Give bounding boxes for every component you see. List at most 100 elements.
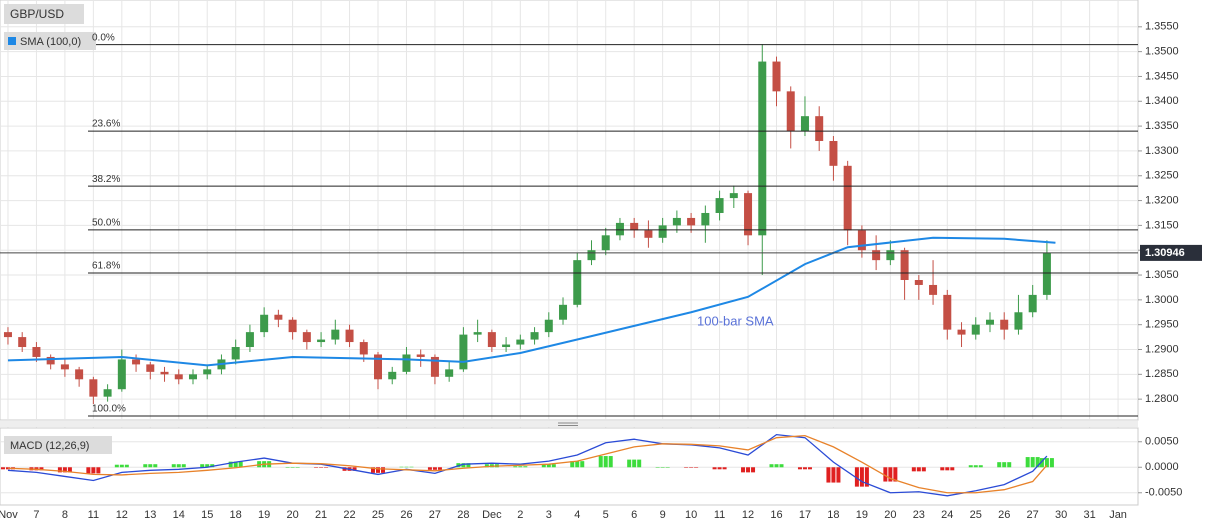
- fib-label: 23.6%: [92, 119, 120, 130]
- candle-body: [18, 337, 27, 348]
- panel-divider: [0, 421, 1138, 427]
- macd-histogram-bar: [694, 467, 699, 468]
- candle-body: [943, 294, 952, 330]
- candle-body: [559, 304, 568, 320]
- macd-histogram-bar: [888, 467, 893, 482]
- x-tick-label: 2: [517, 509, 523, 521]
- macd-histogram-bar: [746, 467, 751, 473]
- candle-body: [174, 374, 183, 380]
- candle-body: [430, 356, 439, 377]
- x-tick-label: 14: [173, 509, 185, 521]
- last-price-label: 1.30946: [1145, 247, 1185, 259]
- y-tick-label: 1.3000: [1145, 294, 1179, 306]
- macd-histogram-bar: [67, 467, 72, 473]
- x-tick-label: 6: [631, 509, 637, 521]
- macd-histogram-bar: [57, 467, 62, 473]
- candle-body: [815, 116, 824, 141]
- x-tick-label: 7: [33, 509, 39, 521]
- candle-body: [857, 230, 866, 251]
- candle-body: [886, 250, 895, 261]
- macd-histogram-bar: [432, 467, 437, 470]
- macd-histogram-bar: [399, 466, 404, 468]
- x-tick-label: 23: [913, 509, 925, 521]
- macd-histogram-bar: [570, 461, 575, 468]
- macd-histogram-bar: [864, 467, 869, 487]
- macd-histogram-bar: [39, 467, 44, 471]
- fib-label: 0.0%: [92, 32, 115, 43]
- macd-histogram-bar: [1035, 457, 1040, 468]
- candle-body: [800, 116, 809, 132]
- x-tick-label: 26: [998, 509, 1010, 521]
- candle-body: [1000, 319, 1009, 330]
- legend-swatch: [8, 37, 16, 45]
- x-tick-label: 11: [88, 509, 99, 521]
- macd-histogram-bar: [324, 467, 329, 468]
- macd-histogram-bar: [945, 467, 950, 471]
- candle-body: [729, 193, 738, 199]
- candle-body: [32, 347, 41, 357]
- x-tick-label: 11: [714, 509, 725, 521]
- candle-body: [317, 339, 326, 343]
- macd-histogram-bar: [124, 464, 129, 468]
- candle-body: [929, 284, 938, 295]
- macd-histogram-bar: [826, 467, 831, 483]
- macd-histogram-bar: [1049, 458, 1054, 468]
- macd-histogram-bar: [1030, 457, 1035, 468]
- macd-histogram-bar: [689, 467, 694, 468]
- macd-histogram-bar: [797, 467, 802, 470]
- macd-histogram-bar: [940, 467, 945, 471]
- candle-body: [1042, 252, 1051, 295]
- y-tick-label: 1.3450: [1145, 70, 1179, 82]
- x-tick-label: 18: [230, 509, 242, 521]
- macd-histogram-bar: [484, 464, 489, 468]
- macd-histogram-bar: [859, 467, 864, 487]
- fib-label: 61.8%: [92, 261, 120, 272]
- candle-body: [872, 250, 881, 261]
- macd-histogram-bar: [893, 467, 898, 482]
- macd-histogram-bar: [523, 466, 528, 468]
- macd-histogram-bar: [1025, 457, 1030, 468]
- candle-body: [687, 217, 696, 226]
- macd-histogram-bar: [627, 459, 632, 468]
- candle-body: [203, 369, 212, 375]
- candle-body: [544, 319, 553, 333]
- fib-label: 50.0%: [92, 217, 120, 228]
- candle-body: [786, 91, 795, 132]
- x-tick-label: 12: [742, 509, 754, 521]
- candle-body: [573, 260, 582, 305]
- candle-body: [758, 61, 767, 236]
- macd-histogram-bar: [314, 467, 319, 468]
- candle-body: [914, 280, 923, 285]
- x-tick-label: Jan: [1109, 509, 1127, 521]
- x-tick-label: 26: [400, 509, 412, 521]
- macd-histogram-bar: [1044, 458, 1049, 468]
- macd-histogram-bar: [831, 467, 836, 483]
- candle-body: [744, 193, 753, 236]
- sma-annotation: 100-bar SMA: [697, 313, 774, 328]
- candle-body: [843, 165, 852, 231]
- macd-histogram-bar: [807, 467, 812, 470]
- macd-histogram-bar: [352, 467, 357, 471]
- macd-title: MACD (12,26,9): [10, 440, 89, 452]
- macd-histogram-bar: [91, 467, 96, 474]
- candle-body: [245, 332, 254, 348]
- y-tick-label: 1.3200: [1145, 194, 1179, 206]
- candle-body: [103, 389, 112, 397]
- y-tick-label: 1.2800: [1145, 393, 1179, 405]
- macd-histogram-bar: [62, 467, 67, 473]
- macd-histogram-bar: [854, 467, 859, 487]
- x-tick-label: 17: [799, 509, 811, 521]
- macd-histogram-bar: [712, 467, 717, 470]
- macd-histogram-bar: [404, 466, 409, 468]
- y-tick-label: 1.3050: [1145, 269, 1179, 281]
- macd-histogram-bar: [513, 466, 518, 468]
- macd-histogram-bar: [1002, 462, 1007, 468]
- candle-body: [772, 61, 781, 92]
- candle-body: [630, 222, 639, 231]
- x-tick-label: 13: [144, 509, 156, 521]
- macd-histogram-bar: [86, 467, 91, 474]
- macd-histogram-bar: [997, 462, 1002, 468]
- last-price-box: [1140, 244, 1202, 261]
- macd-histogram-bar: [968, 465, 973, 468]
- macd-histogram-bar: [153, 464, 158, 468]
